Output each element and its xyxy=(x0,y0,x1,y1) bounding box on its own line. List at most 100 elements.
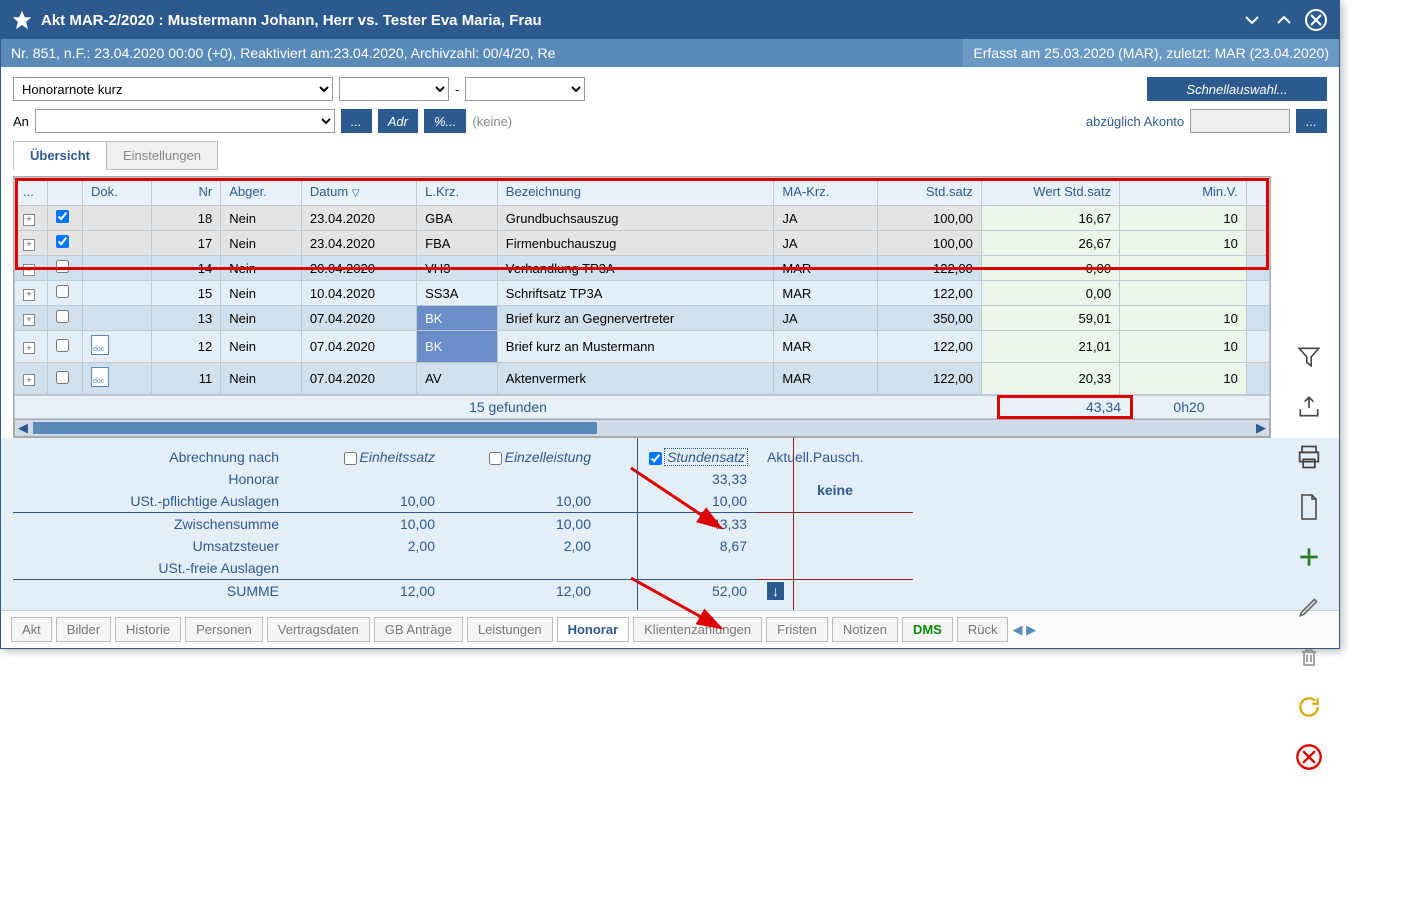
grid-header-row: ... Dok. Nr Abger. Datum ▽ L.Krz. Bezeic… xyxy=(15,178,1270,206)
col-makrz[interactable]: MA-Krz. xyxy=(774,178,878,206)
doc-icon xyxy=(91,335,109,355)
col-dok[interactable]: Dok. xyxy=(82,178,151,206)
bottom-tab-rück[interactable]: Rück xyxy=(957,617,1009,642)
bottom-tab-fristen[interactable]: Fristen xyxy=(766,617,828,642)
akonto-dots-button[interactable]: ... xyxy=(1296,109,1327,133)
document-icon[interactable] xyxy=(1293,491,1325,523)
stunden-checkbox[interactable] xyxy=(649,452,662,465)
sidebar-toolbar xyxy=(1285,341,1333,773)
bottom-tab-akt[interactable]: Akt xyxy=(11,617,52,642)
row-checkbox[interactable] xyxy=(56,235,69,248)
total-wert: 43,34 xyxy=(1001,399,1129,415)
col-abger[interactable]: Abger. xyxy=(221,178,302,206)
akonto-input[interactable] xyxy=(1190,109,1290,133)
adr-button[interactable]: Adr xyxy=(378,109,418,133)
chevron-down-icon[interactable] xyxy=(1239,7,1265,33)
col-lkrz[interactable]: L.Krz. xyxy=(417,178,498,206)
expand-icon[interactable]: + xyxy=(23,264,35,276)
einzel-checkbox[interactable] xyxy=(489,452,502,465)
row-checkbox[interactable] xyxy=(56,310,69,323)
refresh-icon[interactable] xyxy=(1293,691,1325,723)
einheit-checkbox[interactable] xyxy=(344,452,357,465)
bottom-tab-notizen[interactable]: Notizen xyxy=(832,617,898,642)
col-expand[interactable]: ... xyxy=(15,178,48,206)
bottom-tab-klientenzahlungen[interactable]: Klientenzahlungen xyxy=(633,617,762,642)
tab-settings[interactable]: Einstellungen xyxy=(106,141,218,170)
row-checkbox[interactable] xyxy=(56,260,69,273)
trash-icon[interactable] xyxy=(1293,641,1325,673)
horizontal-scrollbar[interactable]: ◀ ▶ xyxy=(14,419,1270,437)
tab-overview[interactable]: Übersicht xyxy=(13,141,107,170)
doc-icon xyxy=(91,367,109,387)
keine-label: keine xyxy=(757,468,913,513)
table-row[interactable]: +14Nein20.04.2020VH3Verhandlung TP3AMAR1… xyxy=(15,256,1270,281)
col-nr[interactable]: Nr xyxy=(152,178,221,206)
expand-icon[interactable]: + xyxy=(23,214,35,226)
chevron-up-icon[interactable] xyxy=(1271,7,1297,33)
edit-icon[interactable] xyxy=(1293,591,1325,623)
infobar: Nr. 851, n.F.: 23.04.2020 00:00 (+0), Re… xyxy=(1,39,1339,67)
found-label: 15 gefunden xyxy=(15,399,1001,415)
expand-icon[interactable]: + xyxy=(23,239,35,251)
table-row[interactable]: +15Nein10.04.2020SS3ASchriftsatz TP3AMAR… xyxy=(15,281,1270,306)
expand-icon[interactable]: + xyxy=(23,314,35,326)
scrollbar-thumb[interactable] xyxy=(33,422,597,434)
row-checkbox[interactable] xyxy=(56,285,69,298)
bottom-tab-gb anträge[interactable]: GB Anträge xyxy=(374,617,463,642)
expand-icon[interactable]: + xyxy=(23,374,35,386)
bottom-tab-honorar[interactable]: Honorar xyxy=(557,617,630,642)
print-icon[interactable] xyxy=(1293,441,1325,473)
row-checkbox[interactable] xyxy=(56,339,69,352)
calculation-area: Abrechnung nach Einheitssatz Einzelleist… xyxy=(1,438,1339,610)
calc-header-label: Abrechnung nach xyxy=(13,446,289,468)
select-2[interactable] xyxy=(339,77,449,101)
bottom-tab-leistungen[interactable]: Leistungen xyxy=(467,617,553,642)
akonto-label: abzüglich Akonto xyxy=(1086,114,1184,129)
info-left: Nr. 851, n.F.: 23.04.2020 00:00 (+0), Re… xyxy=(1,39,963,67)
main-window: Akt MAR-2/2020 : Mustermann Johann, Herr… xyxy=(0,0,1340,649)
col-datum[interactable]: Datum ▽ xyxy=(301,178,416,206)
row-checkbox[interactable] xyxy=(56,210,69,223)
table-row[interactable]: +12Nein07.04.2020BKBrief kurz an Musterm… xyxy=(15,331,1270,363)
col-bez[interactable]: Bezeichnung xyxy=(497,178,774,206)
type-select[interactable]: Honorarnote kurz xyxy=(13,77,333,101)
table-row[interactable]: +18Nein23.04.2020GBAGrundbuchsauszugJA10… xyxy=(15,206,1270,231)
select-3[interactable] xyxy=(465,77,585,101)
bottom-tab-bilder[interactable]: Bilder xyxy=(56,617,111,642)
arrow-down-button[interactable]: ↓ xyxy=(767,582,784,600)
schnellauswahl-button[interactable]: Schnellauswahl... xyxy=(1147,77,1327,101)
dots-button[interactable]: ... xyxy=(341,109,372,133)
inner-tabs: Übersicht Einstellungen xyxy=(13,141,1327,170)
tabs-left-icon[interactable]: ◀ xyxy=(1012,622,1022,637)
bottom-tab-vertragsdaten[interactable]: Vertragsdaten xyxy=(267,617,370,642)
bottom-tab-personen[interactable]: Personen xyxy=(185,617,263,642)
aktuell-label: Aktuell.Pausch. xyxy=(757,446,913,468)
an-select[interactable] xyxy=(35,109,335,133)
expand-icon[interactable]: + xyxy=(23,342,35,354)
close-icon[interactable] xyxy=(1303,7,1329,33)
star-icon xyxy=(11,9,33,31)
toolbar: Honorarnote kurz - Schnellauswahl... An … xyxy=(1,67,1339,176)
table-row[interactable]: +11Nein07.04.2020AVAktenvermerkMAR122,00… xyxy=(15,363,1270,395)
col-extra xyxy=(1246,178,1269,206)
col-chk[interactable] xyxy=(48,178,83,206)
grid-summary: 15 gefunden 43,34 0h20 xyxy=(14,395,1270,419)
row-checkbox[interactable] xyxy=(56,371,69,384)
titlebar: Akt MAR-2/2020 : Mustermann Johann, Herr… xyxy=(1,1,1339,39)
bottom-tab-dms[interactable]: DMS xyxy=(902,617,953,642)
col-minv[interactable]: Min.V. xyxy=(1120,178,1247,206)
none-label: (keine) xyxy=(472,114,512,129)
an-label: An xyxy=(13,114,29,129)
filter-icon[interactable] xyxy=(1293,341,1325,373)
pct-button[interactable]: %... xyxy=(424,109,466,133)
tabs-right-icon[interactable]: ▶ xyxy=(1026,622,1036,637)
export-icon[interactable] xyxy=(1293,391,1325,423)
col-std[interactable]: Std.satz xyxy=(878,178,982,206)
add-icon[interactable] xyxy=(1293,541,1325,573)
table-row[interactable]: +13Nein07.04.2020BKBrief kurz an Gegnerv… xyxy=(15,306,1270,331)
table-row[interactable]: +17Nein23.04.2020FBAFirmenbuchauszugJA10… xyxy=(15,231,1270,256)
cancel-icon[interactable] xyxy=(1293,741,1325,773)
col-wert[interactable]: Wert Std.satz xyxy=(981,178,1119,206)
expand-icon[interactable]: + xyxy=(23,289,35,301)
bottom-tab-historie[interactable]: Historie xyxy=(115,617,181,642)
